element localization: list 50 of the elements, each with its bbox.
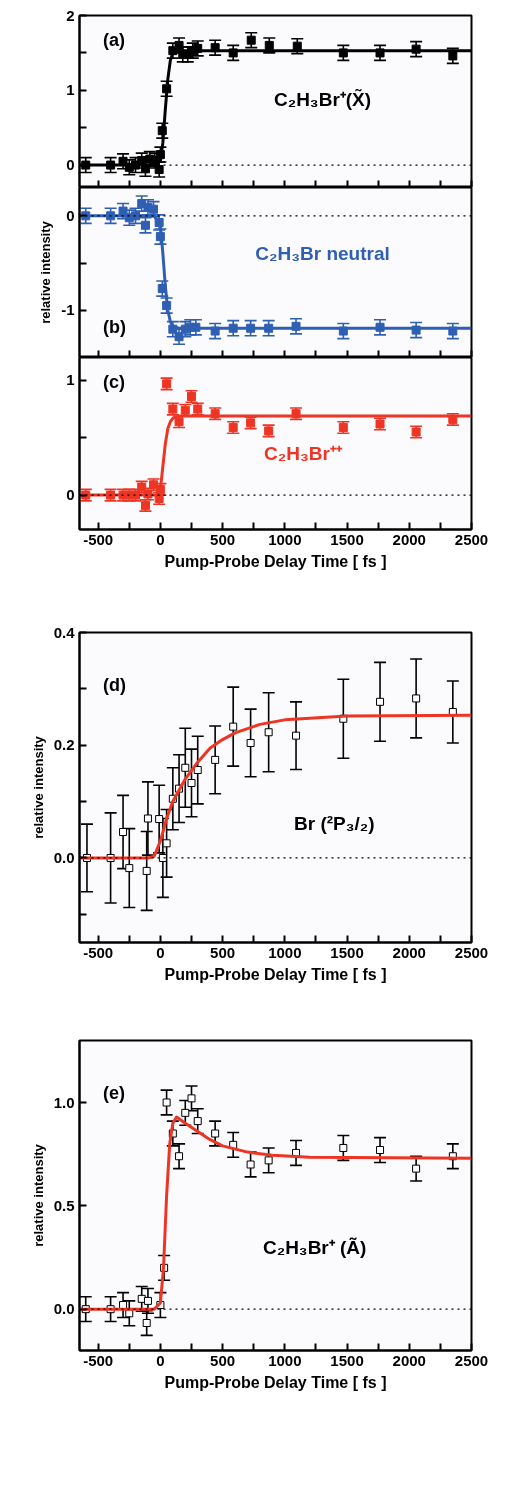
text: C₂H₃Br⁺ (Ã) bbox=[262, 1236, 367, 1258]
x-tick-label: 0 bbox=[156, 1351, 165, 1369]
x-tick-label: -500 bbox=[83, 530, 114, 548]
y-axis-title: relative intensity bbox=[30, 1143, 46, 1247]
text: C₂H₃Br neutral bbox=[255, 243, 390, 264]
x-tick-label: 0 bbox=[156, 530, 165, 548]
x-tick-label: 1500 bbox=[330, 530, 364, 548]
x-tick-label: 1000 bbox=[268, 943, 302, 961]
y-axis-title: relative intensity bbox=[30, 735, 46, 839]
y-tick-label: 0 bbox=[66, 156, 75, 174]
y-tick-label: 0.5 bbox=[53, 1196, 75, 1214]
y-tick-label: 0.0 bbox=[53, 848, 75, 866]
x-tick-label: -500 bbox=[83, 1351, 114, 1369]
y-tick-label: 0.2 bbox=[53, 736, 75, 754]
y-tick-label: 2 bbox=[66, 6, 75, 24]
y-tick-label: 1.0 bbox=[53, 1093, 75, 1111]
x-tick-label: 500 bbox=[210, 530, 236, 548]
x-tick-label: 2500 bbox=[454, 530, 489, 548]
y-tick-label: 1 bbox=[66, 371, 75, 389]
x-tick-label: 500 bbox=[210, 943, 236, 961]
x-tick-label: 500 bbox=[210, 1351, 236, 1369]
annotation: (b) bbox=[103, 317, 127, 338]
x-tick-label: 2000 bbox=[392, 1351, 426, 1369]
annotation: (d) bbox=[103, 674, 127, 695]
x-axis-title: Pump-Probe Delay Time [ fs ] bbox=[164, 552, 387, 570]
x-tick-label: 1000 bbox=[268, 530, 302, 548]
x-tick-label: 2000 bbox=[392, 943, 426, 961]
y-tick-label: 0.0 bbox=[53, 1300, 75, 1318]
annotation: (a) bbox=[103, 29, 126, 50]
y-tick-label: 0 bbox=[66, 206, 75, 224]
x-tick-label: -500 bbox=[83, 943, 114, 961]
series-label: C₂H₃Br⁺⁺ bbox=[264, 443, 343, 465]
y-tick-label: 0.4 bbox=[53, 623, 76, 641]
x-tick-label: 2500 bbox=[454, 943, 489, 961]
x-tick-label: 1500 bbox=[330, 943, 364, 961]
y-axis-title: relative intensity bbox=[38, 220, 54, 324]
x-tick-label: 0 bbox=[156, 943, 165, 961]
x-tick-label: 1500 bbox=[330, 1351, 364, 1369]
x-axis-title: Pump-Probe Delay Time [ fs ] bbox=[164, 965, 387, 983]
annotation: (c) bbox=[103, 371, 126, 392]
x-axis-title: Pump-Probe Delay Time [ fs ] bbox=[164, 1373, 387, 1391]
text: Br (²P₃/₂) bbox=[294, 813, 375, 834]
x-tick-label: 2000 bbox=[392, 530, 426, 548]
x-tick-label: 2500 bbox=[454, 1351, 489, 1369]
annotation: (e) bbox=[103, 1082, 126, 1103]
y-tick-label: 1 bbox=[66, 81, 75, 99]
series-label: C₂H₃Br⁺(X̃) bbox=[273, 88, 372, 111]
y-tick-label: -1 bbox=[61, 301, 75, 319]
y-tick-label: 0 bbox=[66, 486, 75, 504]
x-tick-label: 1000 bbox=[268, 1351, 302, 1369]
